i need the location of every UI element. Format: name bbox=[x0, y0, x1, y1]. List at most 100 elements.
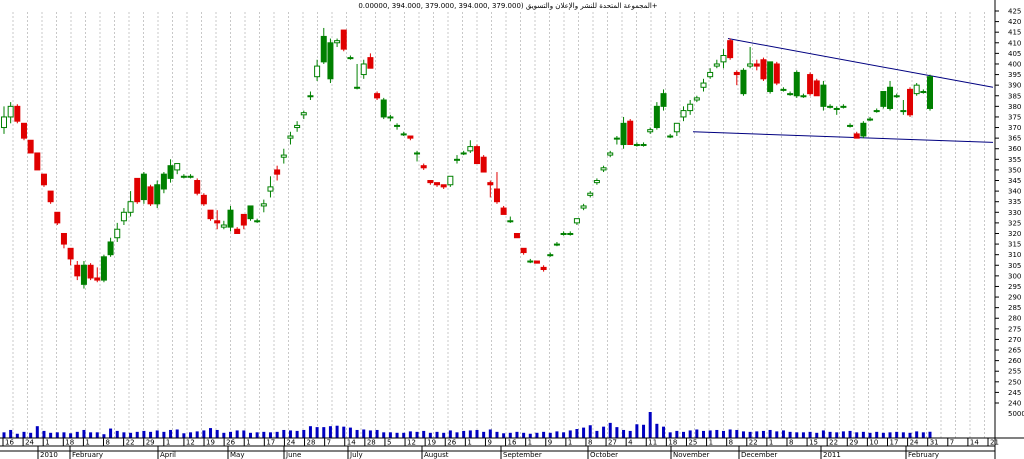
date-tick-label: 7 bbox=[327, 439, 331, 447]
date-tick-label: 11 bbox=[648, 439, 657, 447]
candle bbox=[707, 68, 714, 79]
candle bbox=[287, 131, 294, 145]
candle-body bbox=[254, 220, 261, 223]
candle-body bbox=[673, 122, 680, 133]
candle-body bbox=[700, 82, 707, 88]
candle-body bbox=[140, 173, 147, 201]
candle-body bbox=[473, 146, 480, 165]
candle bbox=[34, 152, 41, 171]
candle bbox=[174, 163, 181, 175]
volume-bar bbox=[69, 433, 73, 438]
price-tick-label: 345 bbox=[1008, 177, 1021, 185]
candle bbox=[380, 97, 387, 120]
volume-bar bbox=[815, 432, 819, 438]
candle-body bbox=[633, 143, 640, 146]
price-tick-label: 320 bbox=[1008, 230, 1021, 238]
candle bbox=[47, 190, 54, 204]
volume-bar bbox=[542, 431, 546, 438]
candle bbox=[740, 68, 747, 96]
date-tick-label: 9 bbox=[548, 439, 552, 447]
month-label: December bbox=[741, 451, 777, 459]
volume-bar bbox=[255, 432, 259, 438]
price-tick-label: 290 bbox=[1008, 294, 1021, 302]
candle bbox=[274, 165, 281, 181]
candle bbox=[94, 267, 101, 283]
candle bbox=[120, 208, 127, 226]
volume-bar bbox=[89, 432, 93, 438]
month-label: September bbox=[503, 451, 542, 459]
candlesticks bbox=[1, 27, 933, 289]
volume-bar bbox=[422, 430, 426, 438]
candle bbox=[400, 131, 407, 137]
volume-bar bbox=[375, 429, 379, 438]
date-tick-label: 1 bbox=[166, 439, 170, 447]
candle-body bbox=[380, 99, 387, 118]
candle bbox=[847, 123, 854, 128]
candle-body bbox=[513, 232, 520, 239]
date-tick-label: 19 bbox=[206, 439, 215, 447]
candle bbox=[927, 74, 933, 111]
candle-body bbox=[280, 154, 287, 158]
volume-bar bbox=[129, 432, 133, 438]
candle-body bbox=[147, 186, 154, 205]
volume-bar bbox=[29, 432, 33, 438]
candle-body bbox=[314, 65, 321, 78]
date-tick-label: 28 bbox=[307, 439, 316, 447]
volume-bar bbox=[795, 432, 799, 438]
candle-body bbox=[547, 254, 554, 257]
volume-bar bbox=[628, 430, 632, 438]
candle bbox=[207, 209, 214, 221]
volume-bar bbox=[42, 430, 46, 438]
candle-body bbox=[480, 156, 487, 173]
volume-bar bbox=[402, 432, 406, 438]
price-tick-label: 260 bbox=[1008, 357, 1021, 365]
candle-body bbox=[414, 152, 421, 155]
candle-body bbox=[607, 152, 614, 156]
candle-body bbox=[880, 91, 887, 107]
volume-bar bbox=[355, 429, 359, 438]
candle bbox=[367, 53, 374, 69]
candle bbox=[580, 203, 587, 211]
volume-bar bbox=[881, 432, 885, 438]
date-tick-label: 29 bbox=[849, 439, 858, 447]
price-tick-label: 280 bbox=[1008, 315, 1021, 323]
candle bbox=[687, 99, 694, 115]
candle bbox=[807, 72, 814, 96]
price-tick-label: 335 bbox=[1008, 198, 1021, 206]
volume-bar bbox=[242, 430, 246, 438]
volume-bar bbox=[668, 432, 672, 438]
candle-body bbox=[94, 277, 101, 281]
candle bbox=[647, 127, 654, 134]
volume-bar bbox=[875, 431, 879, 438]
candle bbox=[713, 59, 720, 69]
candle-body bbox=[827, 105, 834, 108]
volume-bar bbox=[382, 432, 386, 438]
volume-bar bbox=[615, 427, 619, 438]
volume-bar bbox=[921, 432, 925, 438]
date-tick-label: 25 bbox=[688, 439, 697, 447]
candle bbox=[640, 142, 647, 147]
candle-body bbox=[294, 124, 301, 129]
candle-body bbox=[274, 169, 281, 175]
candle-body bbox=[687, 103, 694, 112]
price-tick-label: 425 bbox=[1008, 8, 1021, 16]
price-tick-label: 305 bbox=[1008, 262, 1021, 270]
candle bbox=[540, 265, 547, 272]
volume-bar bbox=[895, 431, 899, 438]
candle-body bbox=[900, 110, 907, 113]
candle-body bbox=[487, 182, 494, 186]
volume-bar bbox=[388, 432, 392, 438]
candle bbox=[780, 87, 787, 92]
date-tick-label: 16 bbox=[508, 439, 517, 447]
candle bbox=[227, 205, 234, 232]
candle bbox=[767, 61, 774, 94]
candle-body bbox=[240, 213, 247, 226]
candle bbox=[200, 193, 207, 206]
volume-bar bbox=[342, 426, 346, 438]
price-tick-label: 385 bbox=[1008, 92, 1021, 100]
candle-body bbox=[394, 124, 401, 127]
volume-bar bbox=[642, 424, 646, 438]
candle-body bbox=[620, 122, 627, 145]
candle bbox=[234, 227, 241, 234]
price-tick-label: 255 bbox=[1008, 368, 1021, 376]
